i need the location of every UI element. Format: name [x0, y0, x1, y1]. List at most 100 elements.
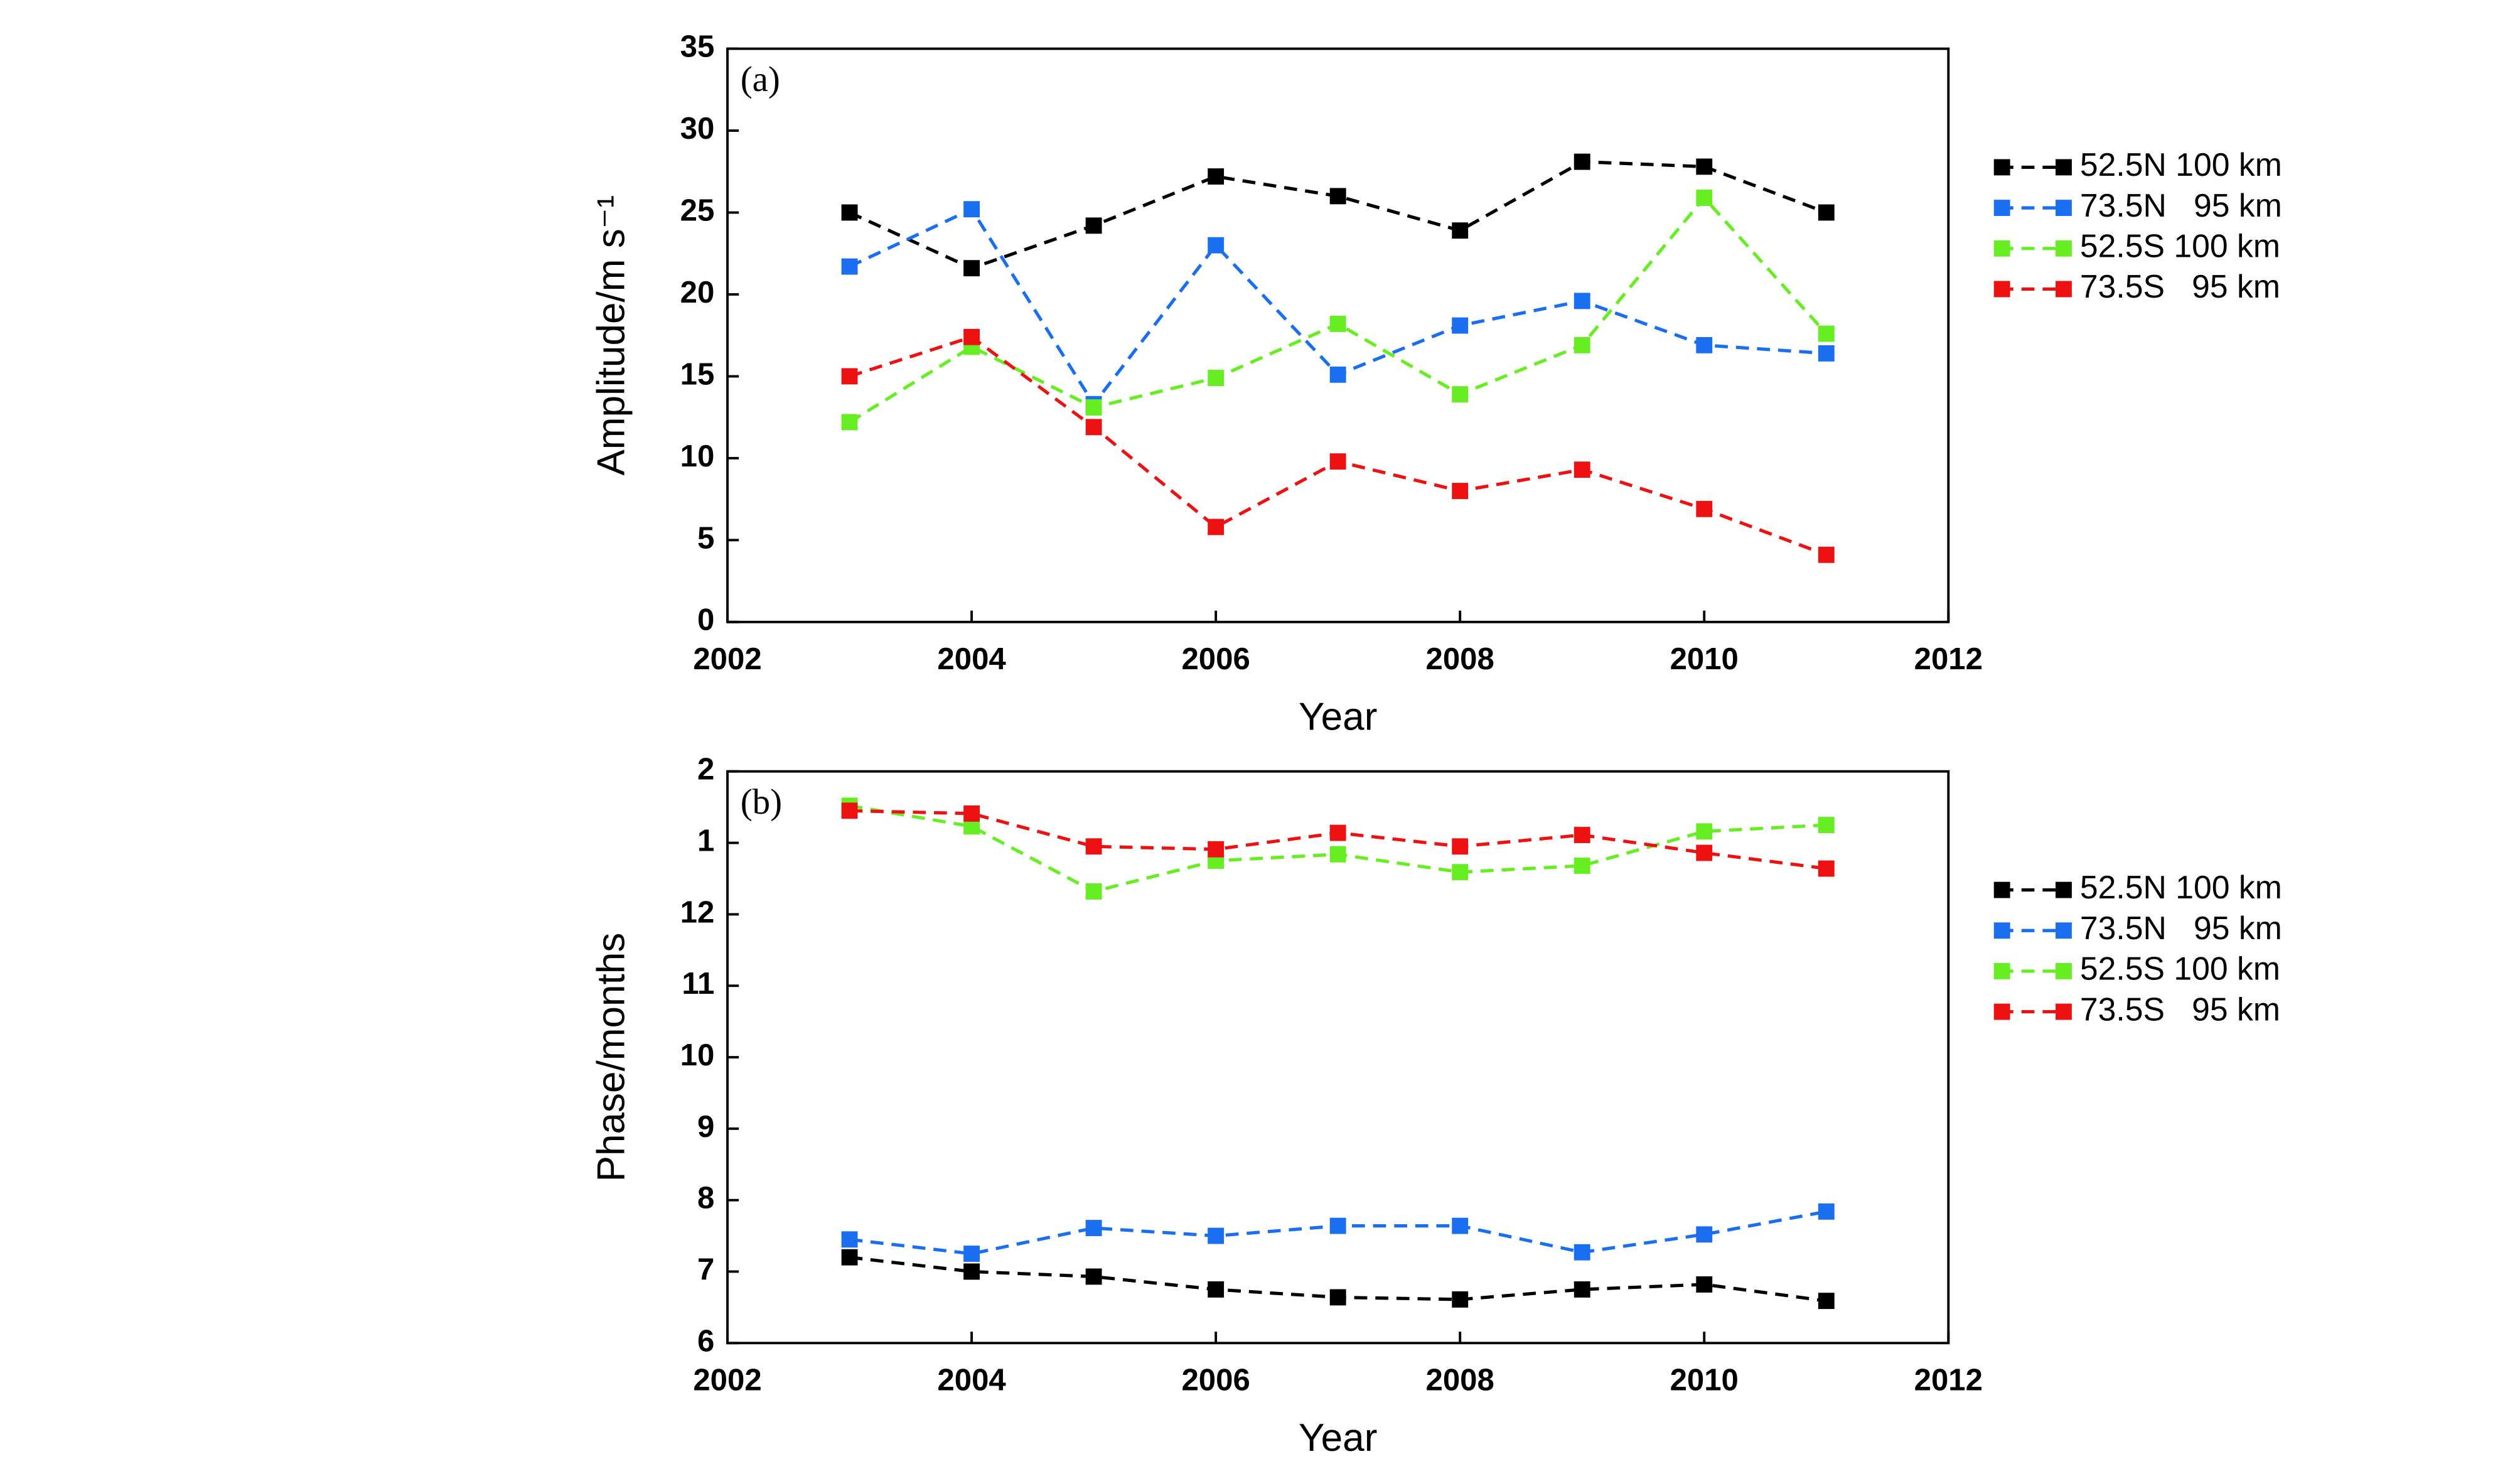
x-tick-label: 2012	[1914, 642, 1983, 676]
legend-label: 73.5S 95 km	[2080, 991, 2280, 1027]
marker	[1818, 1203, 1835, 1220]
legend-marker	[2056, 962, 2072, 979]
marker	[1085, 419, 1102, 436]
y-tick-label: 35	[680, 30, 715, 64]
marker	[1329, 1217, 1346, 1234]
legend-marker	[2056, 881, 2072, 898]
legend-marker	[1993, 281, 2010, 298]
x-tick-label: 2010	[1670, 642, 1739, 676]
x-tick-label: 2002	[693, 642, 761, 676]
marker	[1696, 1276, 1713, 1293]
marker	[841, 1249, 858, 1266]
marker	[841, 368, 858, 385]
panel-annotation: (b)	[741, 782, 782, 822]
panel-annotation: (a)	[741, 60, 780, 99]
legend-marker	[1993, 881, 2010, 898]
x-axis-label: Year	[1299, 1416, 1377, 1459]
legend-label: 52.5N 100 km	[2080, 869, 2282, 905]
marker	[1452, 1217, 1469, 1234]
marker	[1574, 827, 1590, 843]
marker	[1452, 483, 1469, 499]
marker	[1452, 838, 1469, 855]
marker	[1574, 336, 1590, 353]
legend-label: 73.5N 95 km	[2080, 910, 2282, 946]
marker	[1452, 386, 1469, 403]
legend-marker	[1993, 962, 2010, 979]
legend-marker	[2056, 281, 2072, 298]
y-tick-label: 30	[680, 112, 715, 146]
marker	[1452, 317, 1469, 334]
x-tick-label: 2006	[1181, 1363, 1250, 1397]
legend-marker	[1993, 159, 2010, 176]
marker	[1085, 399, 1102, 416]
y-tick-label: 20	[680, 276, 715, 310]
y-tick-label: 1	[697, 824, 714, 858]
marker	[1696, 823, 1713, 840]
marker	[1085, 1220, 1102, 1236]
marker	[1818, 345, 1835, 362]
marker	[841, 1231, 858, 1248]
y-tick-label: 6	[697, 1324, 714, 1358]
legend-marker	[2056, 922, 2072, 939]
x-tick-label: 2008	[1426, 642, 1494, 676]
marker	[1208, 841, 1225, 858]
marker	[1329, 1289, 1346, 1306]
legend-label: 52.5S 100 km	[2080, 950, 2280, 987]
y-tick-label: 2	[697, 753, 714, 787]
legend-marker	[2056, 200, 2072, 217]
legend-marker	[2056, 1003, 2072, 1020]
marker	[1208, 370, 1225, 386]
x-tick-label: 2004	[937, 642, 1006, 676]
marker	[963, 260, 980, 277]
legend-label: 52.5N 100 km	[2080, 146, 2282, 183]
marker	[1696, 158, 1713, 175]
marker	[1085, 838, 1102, 855]
marker	[1818, 325, 1835, 342]
legend-label: 52.5S 100 km	[2080, 227, 2280, 264]
marker	[1329, 188, 1346, 205]
marker	[1574, 461, 1590, 478]
marker	[1818, 546, 1835, 563]
marker	[1208, 519, 1225, 536]
marker	[1696, 500, 1713, 517]
marker	[1085, 883, 1102, 900]
x-tick-label: 2012	[1914, 1363, 1983, 1397]
y-tick-label: 8	[697, 1182, 714, 1215]
y-tick-label: 25	[680, 193, 715, 227]
marker	[1452, 864, 1469, 881]
y-axis-label: Amplitude/m s⁻¹	[589, 195, 633, 476]
y-tick-label: 0	[697, 603, 714, 637]
marker	[963, 1263, 980, 1280]
marker	[1085, 1268, 1102, 1285]
y-tick-label: 9	[697, 1110, 714, 1144]
series-line	[849, 160, 1827, 270]
legend-marker	[2056, 240, 2072, 257]
marker	[963, 328, 980, 345]
marker	[1452, 222, 1469, 239]
panel: 2002 2004 2006 2008 2010 2012678910111212Year…	[589, 753, 2281, 1459]
marker	[1329, 315, 1346, 332]
marker	[841, 204, 858, 221]
x-tick-label: 2004	[937, 1363, 1006, 1397]
legend-marker	[1993, 922, 2010, 939]
y-axis-label: Phase/months	[589, 933, 633, 1182]
marker	[1329, 824, 1346, 841]
series-line	[849, 195, 1828, 424]
marker	[1696, 844, 1713, 861]
marker	[1574, 153, 1590, 170]
legend-label: 73.5S 95 km	[2080, 268, 2280, 304]
marker	[963, 805, 980, 822]
marker	[1574, 293, 1590, 310]
legend-marker	[1993, 200, 2010, 217]
marker	[1818, 204, 1835, 221]
marker	[1696, 190, 1713, 206]
marker	[1329, 846, 1346, 863]
marker	[1208, 1227, 1225, 1244]
marker	[841, 414, 858, 431]
marker	[1818, 1293, 1835, 1310]
marker	[841, 258, 858, 275]
y-tick-label: 10	[680, 439, 715, 473]
y-tick-label: 5	[697, 521, 714, 555]
marker	[1085, 217, 1102, 234]
